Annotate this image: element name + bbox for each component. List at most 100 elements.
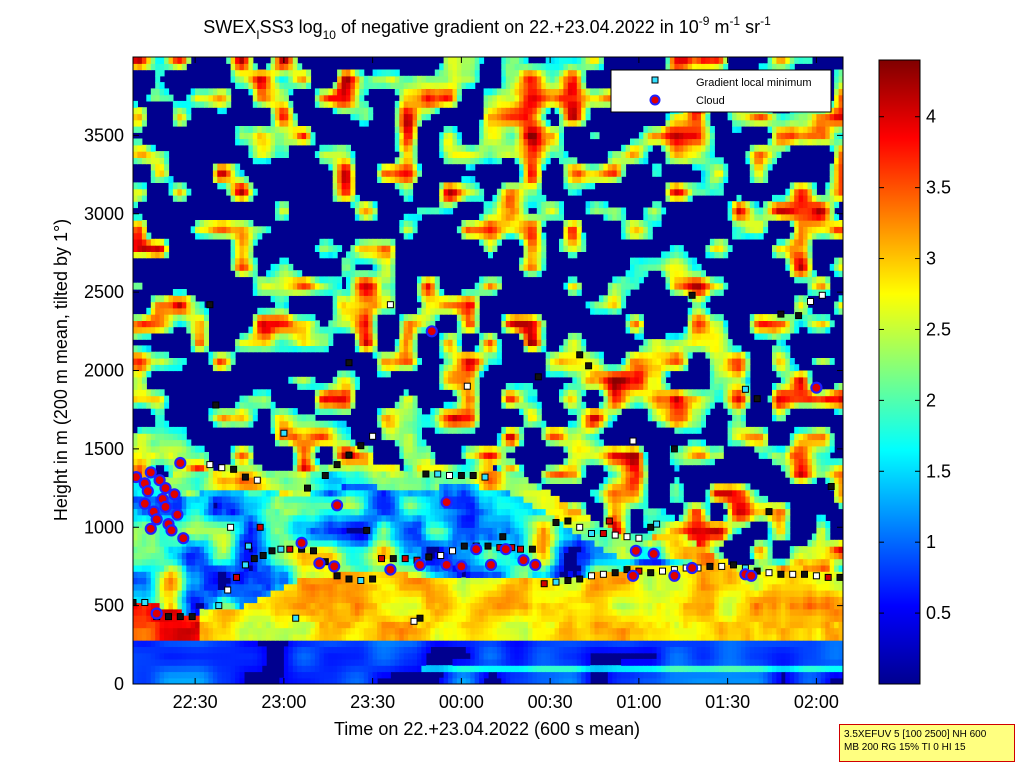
heatmap-cell [301,433,307,441]
heatmap-cell [417,489,422,497]
heatmap-cell [297,646,303,654]
heatmap-cell [470,477,476,484]
heatmap-cell [319,395,325,403]
heatmap-cell [474,590,480,597]
heatmap-cell [141,533,147,541]
heatmap-cell [385,577,391,585]
heatmap-cell [452,527,458,535]
heatmap-cell [137,602,143,610]
heatmap-cell [465,615,471,622]
heatmap-cell [230,470,236,478]
heatmap-cell [439,408,445,415]
heatmap-cell [337,633,343,641]
heatmap-cell [425,464,431,472]
heatmap-cell [341,383,347,390]
heatmap-cell [310,452,316,459]
heatmap-cell [483,608,489,616]
heatmap-cell [368,107,374,115]
heatmap-cell [412,452,418,459]
heatmap-cell [323,401,329,409]
heatmap-cell [434,521,440,528]
heatmap-cell [168,658,174,666]
heatmap-cell [408,126,414,133]
heatmap-cell [221,546,227,553]
heatmap-cell [133,552,138,560]
heatmap-cell [275,489,280,497]
heatmap-cell [417,483,422,491]
heatmap-cell [377,615,383,622]
heatmap-cell [394,163,400,171]
heatmap-cell [159,577,165,585]
heatmap-cell [199,658,205,666]
heatmap-cell [155,314,161,321]
heatmap-cell [243,646,249,654]
heatmap-cell [306,420,312,428]
heatmap-cell [252,332,258,340]
heatmap-cell [288,539,294,547]
heatmap-cell [461,151,467,158]
heatmap-cell [403,232,409,240]
heatmap-cell [479,564,485,572]
heatmap-cell [319,627,325,635]
heatmap-cell [412,546,418,553]
heatmap-cell [226,658,232,666]
heatmap-cell [430,307,436,315]
heatmap-cell [341,564,347,572]
heatmap-cell [208,658,214,666]
heatmap-cell [439,615,445,622]
heatmap-cell [306,75,312,83]
heatmap-cell [292,75,298,83]
heatmap-cell [275,63,280,71]
heatmap-cell [434,596,440,604]
heatmap-cell [199,502,205,510]
heatmap-cell [155,69,161,77]
heatmap-cell [141,552,147,560]
heatmap-cell [243,188,249,196]
heatmap-cell [181,596,187,604]
heatmap-cell [270,270,276,278]
heatmap-cell [186,552,192,560]
heatmap-cell [217,627,223,635]
heatmap-cell [323,577,329,585]
heatmap-cell [248,533,254,541]
heatmap-cell [363,282,369,290]
heatmap-cell [425,514,431,522]
heatmap-cell [288,289,294,296]
heatmap-cell [314,383,320,390]
heatmap-cell [270,602,276,610]
heatmap-cell [248,138,254,146]
heatmap-cell [186,583,192,591]
heatmap-cell [354,383,360,390]
heatmap-cell [408,226,414,234]
heatmap-cell [230,495,236,503]
heatmap-cell [328,552,334,560]
heatmap-cell [381,665,387,673]
heatmap-cell [235,176,241,183]
heatmap-cell [177,107,183,115]
heatmap-cell [417,640,422,647]
heatmap-cell [394,646,400,654]
heatmap-cell [346,521,351,528]
heatmap-cell [186,602,192,610]
heatmap-cell [323,652,329,660]
heatmap-cell [195,483,201,491]
heatmap-cell [377,658,383,666]
heatmap-cell [172,301,178,309]
heatmap-cell [346,401,351,409]
heatmap-cell [417,163,422,171]
heatmap-cell [394,351,400,359]
heatmap-cell [283,295,289,303]
heatmap-cell [417,426,422,434]
heatmap-cell [314,640,320,647]
heatmap-cell [204,539,209,547]
heatmap-cell [248,395,254,403]
heatmap-cell [403,464,409,472]
heatmap-cell [354,376,360,384]
heatmap-cell [217,495,223,503]
heatmap-cell [354,307,360,315]
heatmap-cell [279,608,285,616]
heatmap-cell [337,144,343,152]
heatmap-cell [465,445,471,453]
heatmap-cell [270,495,276,503]
heatmap-cell [359,107,365,115]
